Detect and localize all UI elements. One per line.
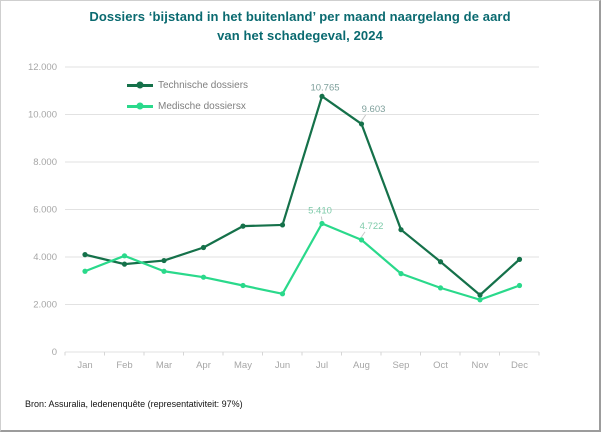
legend-dot-icon [136, 102, 144, 110]
data-point-marker [477, 297, 483, 303]
legend-dot-icon [136, 81, 144, 89]
data-point-marker [358, 237, 365, 243]
data-label-leader-line [361, 231, 366, 238]
legend-label: Technische dossiers [158, 80, 249, 91]
y-axis-tick-label: 6.000 [33, 205, 57, 216]
data-point-marker [279, 222, 286, 228]
legend-label: Medische dossiersx [158, 101, 246, 112]
x-axis-tick-label: Jun [275, 360, 290, 371]
data-point-marker [437, 285, 444, 291]
legend-line-marker-icon [127, 81, 153, 89]
y-axis-tick-label: 0 [52, 347, 57, 358]
y-axis-tick-label: 2.000 [33, 300, 57, 311]
data-point-marker [437, 259, 444, 265]
data-point-marker [516, 256, 523, 262]
x-axis-tick-label: May [234, 360, 252, 371]
data-point-marker [200, 244, 207, 251]
x-axis-tick-label: Jan [77, 360, 92, 371]
data-point-marker [319, 93, 325, 99]
chart-legend: Technische dossiers Medische dossiersx [127, 75, 248, 117]
x-axis-tick-label: Mar [156, 360, 172, 371]
y-axis-tick-label: 12.000 [28, 62, 57, 73]
data-point-marker [358, 121, 365, 127]
y-axis-tick-label: 4.000 [33, 252, 57, 263]
data-point-marker [161, 268, 167, 274]
chart-title-line2: van het schadegeval, 2024 [217, 28, 383, 43]
legend-item-medische-dossiers: Medische dossiersx [127, 96, 248, 117]
data-point-marker [121, 253, 128, 259]
series-line-1 [83, 95, 521, 297]
x-axis-tick-label: Apr [196, 360, 211, 371]
data-point-marker [82, 268, 88, 274]
data-label: 10.765 [310, 82, 339, 93]
legend-item-technische-dossiers: Technische dossiers [127, 75, 248, 96]
x-axis-tick-label: Nov [472, 360, 489, 371]
data-point-marker [516, 282, 523, 289]
x-axis-tick-label: Jul [316, 360, 328, 371]
chart-title: Dossiers ‘bijstand in het buitenland’ pe… [1, 7, 599, 45]
x-axis-tick-label: Oct [433, 360, 448, 371]
data-point-marker [200, 274, 207, 280]
data-point-marker [161, 257, 167, 264]
data-label: 9.603 [362, 104, 386, 115]
x-axis-tick-label: Dec [511, 360, 528, 371]
data-point-marker [477, 292, 483, 298]
data-label: 5.410 [308, 206, 332, 217]
data-point-marker [240, 223, 246, 229]
x-axis-tick-label: Aug [353, 360, 370, 371]
data-point-marker [279, 291, 286, 297]
legend-line-marker-icon [127, 102, 153, 110]
data-point-marker [319, 220, 325, 227]
data-point-marker [82, 252, 88, 258]
chart-title-line1: Dossiers ‘bijstand in het buitenland’ pe… [89, 9, 511, 24]
data-point-marker [398, 271, 404, 277]
data-label-leader-line [361, 114, 367, 122]
x-axis-tick-label: Feb [116, 360, 132, 371]
series-line-2 [83, 222, 521, 301]
source-note: Bron: Assuralia, ledenenquête (represent… [25, 399, 243, 409]
data-point-marker [398, 227, 404, 233]
data-label-leader-line [320, 216, 323, 221]
y-axis-tick-label: 8.000 [33, 157, 57, 168]
y-axis-tick-label: 10.000 [28, 110, 57, 121]
data-point-marker [240, 282, 246, 289]
data-point-marker [121, 261, 128, 267]
x-axis-tick-label: Sep [393, 360, 410, 371]
data-label: 4.722 [360, 221, 384, 232]
